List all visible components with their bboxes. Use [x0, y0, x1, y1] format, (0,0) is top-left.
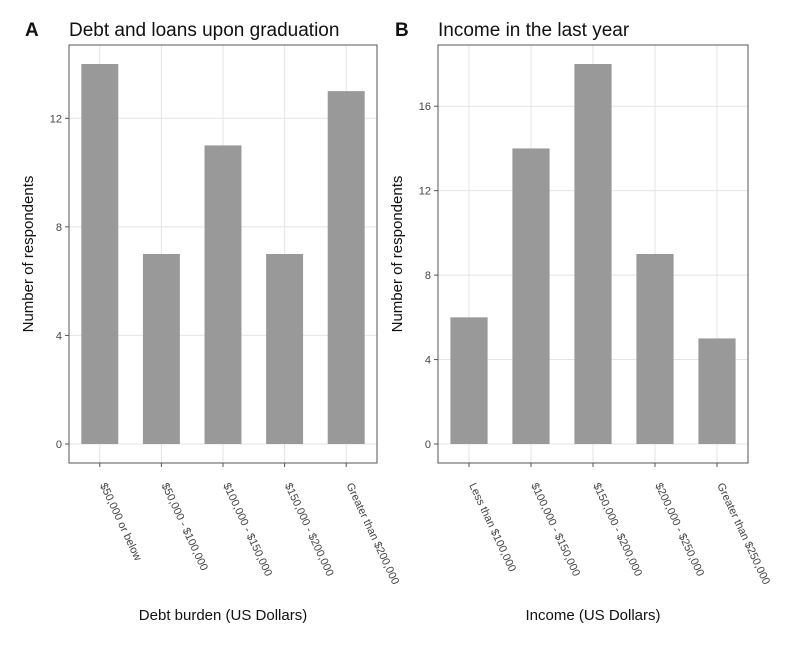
plot-border [68, 44, 378, 464]
y-tick-label: 12 [50, 113, 62, 125]
chart-title: Debt and loans upon graduation [69, 20, 339, 41]
x-axis-title: Debt burden (US Dollars) [139, 607, 307, 624]
bar [512, 148, 550, 444]
x-tick-label: $150,000 - $200,000 [282, 481, 336, 578]
y-axis-title: Number of respondents [20, 176, 37, 333]
bar [81, 64, 119, 444]
bar [142, 254, 180, 444]
y-tick-label: 4 [425, 355, 431, 367]
x-tick-label: $100,000 - $150,000 [220, 481, 274, 578]
x-tick-label: $50,000 - $100,000 [159, 481, 210, 573]
x-tick-label: $100,000 - $150,000 [528, 481, 582, 578]
x-tick-label: $50,000 or below [97, 481, 144, 563]
bar [204, 145, 242, 444]
panel-tag: A [25, 20, 39, 41]
bar [450, 317, 488, 444]
x-tick-label: Less than $100,000 [466, 481, 518, 574]
x-tick-label: $200,000 - $250,000 [652, 481, 706, 578]
y-tick-label: 12 [419, 186, 431, 198]
x-axis-title: Income (US Dollars) [525, 607, 660, 624]
bar [574, 64, 612, 444]
plot-border [437, 44, 749, 464]
y-tick-label: 8 [425, 270, 431, 282]
y-tick-label: 8 [56, 222, 62, 234]
x-tick-label: Greater than $250,000 [714, 481, 772, 586]
y-axis-title: Number of respondents [389, 176, 406, 333]
x-tick-label: Greater than $200,000 [343, 481, 401, 586]
y-tick-label: 0 [56, 439, 62, 451]
y-tick-label: 0 [425, 439, 431, 451]
bar [636, 254, 674, 444]
panel-tag: B [395, 20, 409, 41]
bar [327, 91, 365, 445]
bar [266, 254, 304, 444]
x-tick-label: $150,000 - $200,000 [590, 481, 644, 578]
y-tick-label: 16 [419, 101, 431, 113]
chart-title: Income in the last year [438, 20, 630, 41]
bar [698, 338, 736, 444]
y-tick-label: 4 [56, 330, 62, 342]
